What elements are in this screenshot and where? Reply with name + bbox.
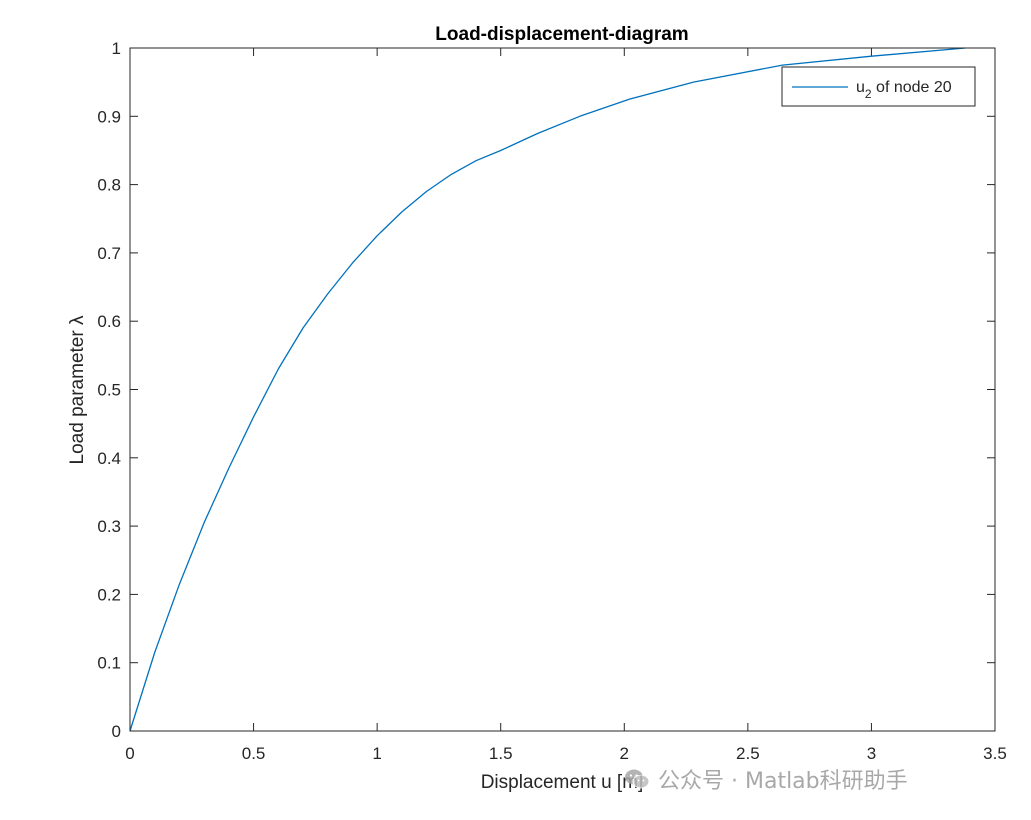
legend-label: u2 of node 20: [856, 79, 952, 101]
y-tick-label: 1: [112, 39, 121, 58]
x-tick-label: 1.5: [489, 744, 513, 763]
x-axis-label: Displacement u [m]: [481, 772, 644, 793]
x-tick-label: 3.5: [983, 744, 1007, 763]
y-tick-label: 0.5: [97, 381, 121, 400]
y-tick-label: 0: [112, 722, 121, 741]
axes: [130, 48, 995, 731]
plot-area: [130, 48, 995, 731]
chart-title: Load-displacement-diagram: [435, 24, 688, 45]
x-tick-label: 2.5: [736, 744, 760, 763]
x-tick-label: 3: [867, 744, 876, 763]
x-tick-label: 1: [372, 744, 381, 763]
legend-label-rest: of node 20: [872, 79, 952, 96]
y-tick-label: 0.4: [97, 449, 121, 468]
y-tick-label: 0.1: [97, 654, 121, 673]
x-tick-labels: 0 0.5 1 1.5 2 2.5 3 3.5: [125, 744, 1007, 763]
y-tick-label: 0.3: [97, 517, 121, 536]
wechat-icon: [625, 769, 650, 789]
axes-box: [129, 47, 996, 732]
y-tick-label: 0.6: [97, 312, 121, 331]
y-tick-label: 0.7: [97, 244, 121, 263]
series-lines: [129, 47, 966, 732]
watermark: 公众号 · Matlab科研助手: [624, 762, 908, 796]
series-line-0: [129, 47, 966, 732]
legend-label-base: u: [856, 79, 865, 96]
watermark-text: 公众号 · Matlab科研助手: [658, 769, 908, 794]
y-tick-label: 0.2: [97, 585, 121, 604]
legend: u2 of node 20: [781, 66, 976, 107]
legend-label-subscript: 2: [865, 87, 872, 101]
y-tick-labels: 0 0.1 0.2 0.3 0.4 0.5 0.6 0.7 0.8 0.9 1: [97, 39, 121, 741]
x-tick-label: 2: [620, 744, 629, 763]
y-tick-label: 0.9: [97, 107, 121, 126]
y-axis-label: Load parameter λ: [67, 315, 88, 464]
y-tick-label: 0.8: [97, 176, 121, 195]
x-tick-label: 0: [125, 744, 134, 763]
x-tick-label: 0.5: [242, 744, 266, 763]
